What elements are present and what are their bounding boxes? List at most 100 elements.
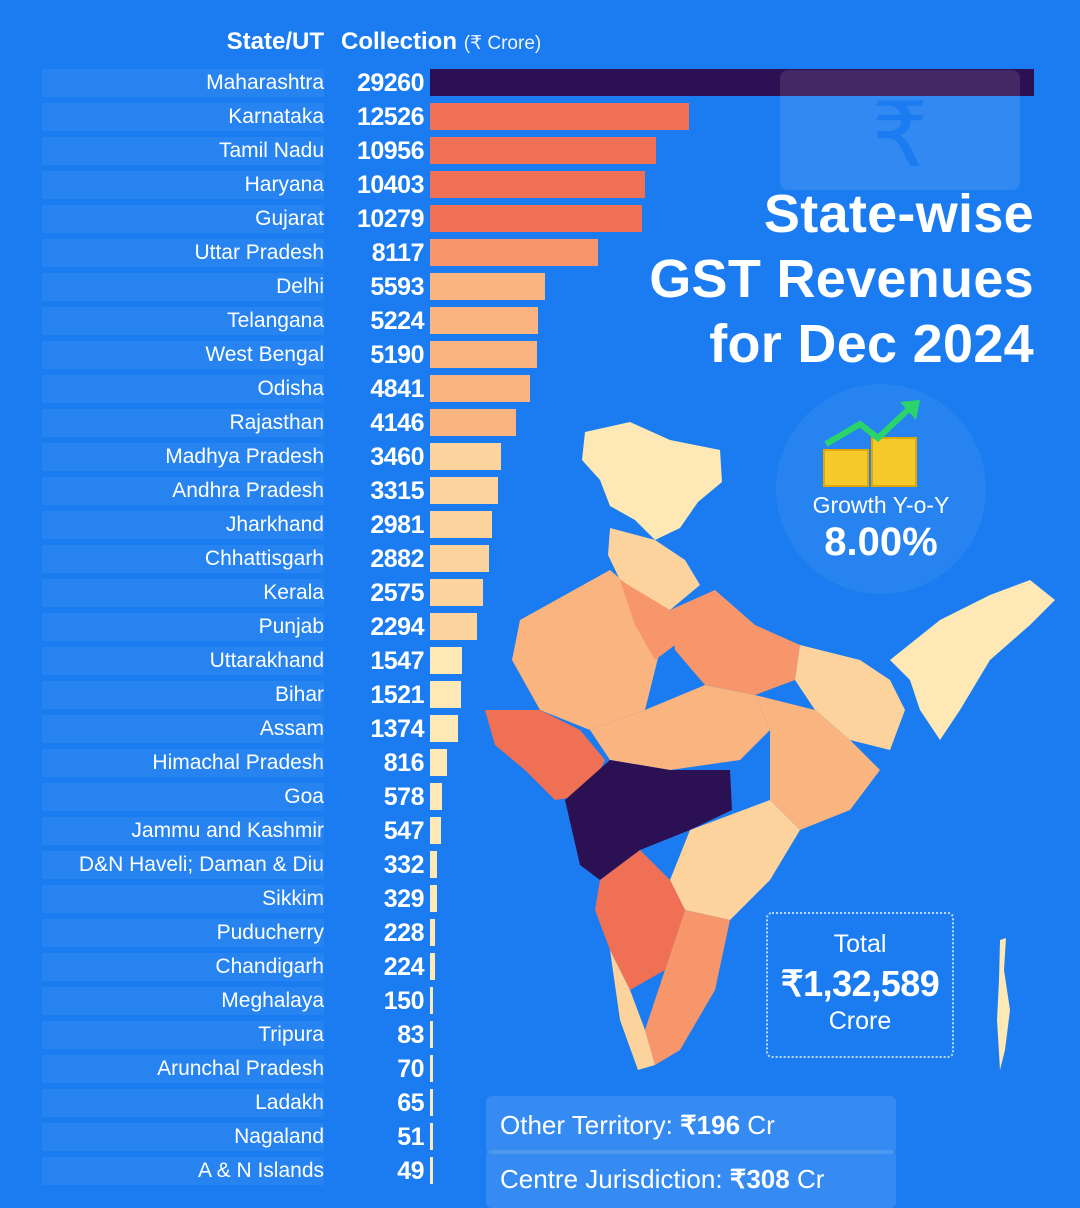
value-label: 83 (397, 1021, 424, 1049)
row-stripe (42, 919, 324, 947)
map-region-haryana (620, 580, 675, 660)
value-label: 2294 (370, 613, 424, 641)
value-label: 329 (383, 885, 425, 913)
row-stripe (42, 885, 324, 913)
value-label: 3315 (370, 477, 424, 505)
growth-chart-icon (823, 400, 920, 487)
state-label: Gujarat (255, 207, 324, 230)
bar (430, 307, 538, 334)
row-stripe (42, 69, 324, 97)
value-label: 5593 (370, 273, 424, 301)
map-region-islands (997, 938, 1010, 1070)
bar (430, 953, 435, 980)
value-label: 10279 (356, 205, 425, 233)
value-label: 816 (383, 749, 425, 777)
state-label: Uttarakhand (209, 649, 324, 672)
bar (430, 681, 461, 708)
map-region-north (582, 422, 722, 540)
value-label: 150 (383, 987, 425, 1015)
state-label: Assam (259, 717, 324, 740)
map-region-rajasthan (512, 570, 660, 730)
bar (430, 817, 441, 844)
bar (430, 443, 501, 470)
row-stripe (42, 1021, 324, 1049)
row-stripe (42, 851, 324, 879)
value-label: 578 (383, 783, 425, 811)
total-unit: Crore (828, 1007, 892, 1035)
row-stripe (42, 817, 324, 845)
state-label: Andhra Pradesh (172, 479, 324, 502)
state-label: Punjab (258, 615, 324, 638)
bar (430, 749, 447, 776)
state-label: Kerala (263, 581, 324, 604)
growth-value: 8.00% (824, 520, 938, 564)
state-label: Jammu and Kashmir (131, 819, 324, 842)
bar (430, 477, 498, 504)
state-label: Arunchal Pradesh (157, 1057, 324, 1080)
row-stripe (42, 681, 324, 709)
value-label: 4841 (370, 375, 424, 403)
value-label: 2575 (370, 579, 424, 607)
bar (430, 715, 458, 742)
map-region-tamil-nadu (645, 910, 730, 1065)
row-stripe (42, 1089, 324, 1117)
value-label: 4146 (370, 409, 424, 437)
india-map-icon (485, 422, 1055, 1070)
row-stripe (42, 715, 324, 743)
row-stripe (42, 1123, 324, 1151)
total-label: Total (833, 930, 887, 958)
state-label: Bihar (274, 683, 324, 706)
centre-value: ₹308 (729, 1164, 790, 1194)
value-label: 1374 (370, 715, 424, 743)
state-label: Telangana (227, 309, 324, 332)
bar (430, 375, 530, 402)
value-label: 547 (383, 817, 425, 845)
column-header-collection: Collection (₹ Crore) (341, 28, 541, 56)
map-region-north-east (890, 580, 1055, 740)
bar (430, 205, 642, 232)
bar (430, 545, 489, 572)
state-label: Madhya Pradesh (165, 445, 324, 468)
title-line-3: for Dec 2024 (709, 314, 1034, 374)
total-value: ₹1,32,589 (780, 963, 940, 1004)
other-territory-value: ₹196 (680, 1110, 741, 1140)
map-region-gujarat (485, 710, 605, 800)
column-header-state: State/UT (226, 28, 324, 55)
row-stripe (42, 443, 324, 471)
row-stripe (42, 545, 324, 573)
map-region-central-east (755, 695, 880, 830)
value-label: 228 (383, 919, 425, 947)
collection-label: Collection (341, 28, 458, 55)
row-stripe (42, 273, 324, 301)
row-stripe (42, 409, 324, 437)
value-label: 2981 (370, 511, 424, 539)
value-label: 1547 (370, 647, 424, 675)
bar (430, 783, 442, 810)
bar (430, 409, 516, 436)
value-label: 2882 (370, 545, 424, 573)
state-label: Jharkhand (225, 513, 324, 536)
bar (430, 579, 483, 606)
centre-label: Centre Jurisdiction: (500, 1164, 723, 1194)
bar (430, 851, 437, 878)
row-stripe (42, 477, 324, 505)
row-stripe (42, 579, 324, 607)
value-label: 49 (397, 1157, 424, 1185)
other-territory-note: Other Territory: ₹196 Cr (486, 1096, 896, 1154)
map-region-maharashtra (565, 760, 732, 880)
map-region-south-east (670, 800, 800, 920)
state-label: Tamil Nadu (218, 139, 324, 162)
map-region-kerala (610, 950, 655, 1070)
total-box: Total ₹1,32,589 Crore (766, 912, 954, 1058)
row-stripe (42, 239, 324, 267)
value-label: 1521 (370, 681, 424, 709)
row-stripe (42, 137, 324, 165)
bar (430, 1055, 433, 1082)
row-stripe (42, 647, 324, 675)
row-stripe (42, 511, 324, 539)
state-label: Ladakh (255, 1091, 324, 1114)
bar (430, 511, 492, 538)
value-label: 10956 (356, 137, 425, 165)
growth-label: Growth Y-o-Y (812, 492, 950, 518)
row-stripe (42, 205, 324, 233)
